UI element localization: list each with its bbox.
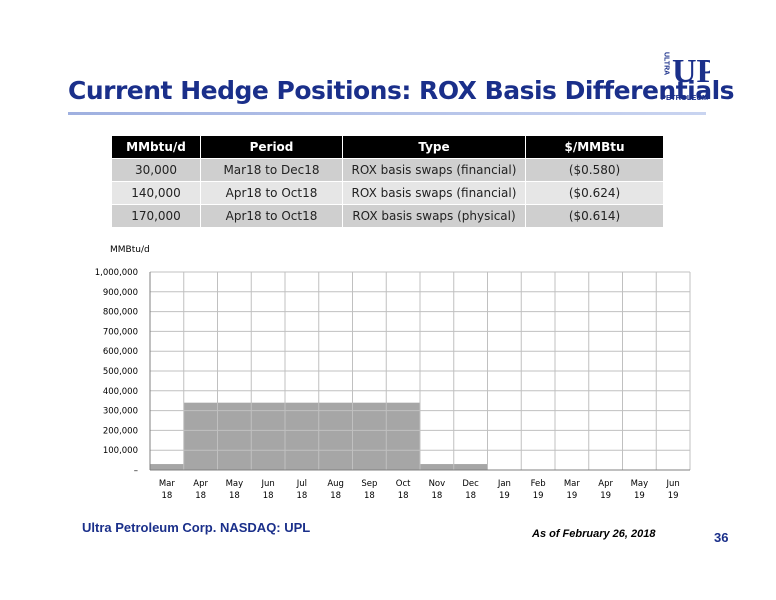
- x-tick-label-month: Apr: [598, 479, 613, 489]
- x-tick-label-year: 19: [566, 491, 577, 501]
- svg-text:UP: UP: [672, 53, 710, 90]
- x-tick-label-month: Apr: [193, 479, 208, 489]
- x-tick-label-month: May: [226, 479, 244, 489]
- cell-type: ROX basis swaps (physical): [342, 204, 526, 227]
- hedge-positions-table: MMbtu/d Period Type $/MMBtu 30,000 Mar18…: [112, 136, 664, 227]
- header-price: $/MMBtu: [525, 136, 664, 159]
- x-tick-label-month: Jul: [296, 479, 307, 489]
- x-tick-label-month: Feb: [531, 479, 546, 489]
- area-segment: [318, 402, 353, 470]
- x-tick-label-month: Dec: [462, 479, 479, 489]
- cell-period: Mar18 to Dec18: [200, 158, 343, 182]
- x-tick-label-year: 19: [668, 491, 679, 501]
- x-tick-label-year: 18: [431, 491, 442, 501]
- x-tick-label-month: Jan: [497, 479, 511, 489]
- x-tick-label-year: 18: [229, 491, 240, 501]
- x-tick-label-year: 18: [465, 491, 476, 501]
- page-number: 36: [714, 530, 729, 545]
- y-axis-unit-label: MMBtu/d: [110, 245, 150, 255]
- x-tick-label-month: May: [631, 479, 649, 489]
- svg-text:ULTRA: ULTRA: [663, 52, 670, 75]
- y-tick-label: –: [134, 466, 138, 476]
- y-tick-label: 100,000: [103, 446, 138, 456]
- title-underline: [68, 112, 706, 115]
- x-tick-label-month: Jun: [665, 479, 679, 489]
- x-tick-label-year: 19: [634, 491, 645, 501]
- cell-period: Apr18 to Oct18: [200, 204, 343, 227]
- area-segment: [183, 402, 218, 470]
- x-tick-label-year: 18: [195, 491, 206, 501]
- ultra-petroleum-logo: ULTRA UP PETROLEUM: [661, 52, 710, 102]
- x-tick-label-year: 19: [499, 491, 510, 501]
- x-tick-label-year: 18: [263, 491, 274, 501]
- as-of-date: As of February 26, 2018: [532, 528, 656, 540]
- y-tick-label: 500,000: [103, 367, 138, 377]
- area-segment: [251, 402, 285, 470]
- cell-price: ($0.614): [525, 204, 664, 227]
- cell-price: ($0.580): [525, 158, 664, 182]
- area-segment: [420, 464, 454, 470]
- cell-period: Apr18 to Oct18: [200, 181, 343, 205]
- y-tick-label: 200,000: [103, 426, 138, 436]
- table-row: 140,000 Apr18 to Oct18 ROX basis swaps (…: [112, 181, 664, 205]
- y-tick-label: 1,000,000: [95, 268, 138, 278]
- y-tick-label: 700,000: [103, 327, 138, 337]
- area-segment: [217, 402, 252, 470]
- header-mmbtu-d: MMbtu/d: [112, 136, 201, 159]
- y-tick-label: 400,000: [103, 387, 138, 397]
- area-segment: [453, 464, 488, 470]
- footer-company: Ultra Petroleum Corp. NASDAQ: UPL: [82, 520, 311, 535]
- cell-type: ROX basis swaps (financial): [342, 158, 526, 182]
- x-tick-label-year: 18: [161, 491, 172, 501]
- y-tick-label: 800,000: [103, 308, 138, 318]
- y-tick-label: 600,000: [103, 347, 138, 357]
- cell-volume: 140,000: [112, 181, 201, 205]
- cell-volume: 30,000: [112, 158, 201, 182]
- svg-text:PETROLEUM: PETROLEUM: [661, 93, 708, 102]
- x-tick-label-month: Oct: [396, 479, 411, 489]
- area-segment: [352, 402, 387, 470]
- area-segment: [386, 402, 420, 470]
- y-tick-label: 300,000: [103, 407, 138, 417]
- y-tick-label: 900,000: [103, 288, 138, 298]
- x-tick-label-month: Nov: [429, 479, 446, 489]
- area-segment: [150, 464, 184, 470]
- cell-volume: 170,000: [112, 204, 201, 227]
- x-tick-label-month: Mar: [564, 479, 581, 489]
- x-tick-label-month: Sep: [361, 479, 377, 489]
- x-tick-label-year: 19: [533, 491, 544, 501]
- cell-price: ($0.624): [525, 181, 664, 205]
- header-period: Period: [200, 136, 343, 159]
- header-type: Type: [342, 136, 526, 159]
- table-row: 170,000 Apr18 to Oct18 ROX basis swaps (…: [112, 204, 664, 227]
- table-row: 30,000 Mar18 to Dec18 ROX basis swaps (f…: [112, 158, 664, 182]
- x-tick-label-month: Mar: [159, 479, 176, 489]
- x-tick-label-year: 18: [296, 491, 307, 501]
- x-tick-label-month: Aug: [327, 479, 344, 489]
- table-header-row: MMbtu/d Period Type $/MMBtu: [112, 136, 664, 159]
- x-tick-label-month: Jun: [260, 479, 274, 489]
- area-segment: [285, 402, 319, 470]
- x-tick-label-year: 19: [600, 491, 611, 501]
- x-tick-label-year: 18: [364, 491, 375, 501]
- x-tick-label-year: 18: [330, 491, 341, 501]
- slide-title: Current Hedge Positions: ROX Basis Diffe…: [68, 76, 735, 105]
- x-tick-label-year: 18: [398, 491, 409, 501]
- cell-type: ROX basis swaps (financial): [342, 181, 526, 205]
